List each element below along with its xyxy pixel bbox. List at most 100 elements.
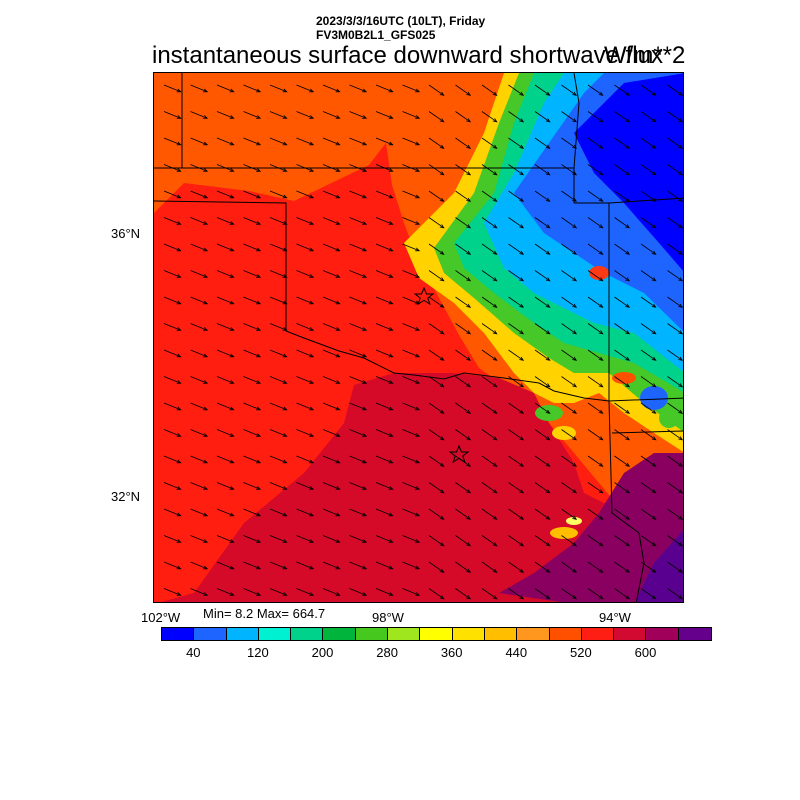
wind-arrow-icon <box>667 243 683 255</box>
wind-arrow-icon <box>667 270 683 282</box>
wind-arrow-icon <box>216 535 235 543</box>
colorbar-label: 200 <box>311 645 334 660</box>
colorbar-box <box>162 628 195 640</box>
wind-arrow-icon <box>587 296 604 308</box>
wind-arrow-icon <box>163 243 182 252</box>
wind-arrow-icon <box>508 561 525 573</box>
wind-arrow-icon <box>296 323 315 331</box>
wind-arrow-icon <box>269 588 288 596</box>
wind-arrow-icon <box>561 217 578 229</box>
wind-arrow-icon <box>216 482 235 490</box>
wind-arrow-icon <box>508 84 525 96</box>
wind-arrow-icon <box>534 561 551 573</box>
wind-arrow-icon <box>216 349 235 358</box>
wind-arrow-icon <box>614 482 631 494</box>
wind-arrow-icon <box>587 164 604 176</box>
wind-arrow-icon <box>402 376 421 384</box>
wind-arrow-icon <box>428 190 445 202</box>
wind-arrow-icon <box>243 349 262 358</box>
wind-arrow-icon <box>190 508 209 517</box>
wind-arrow-icon <box>243 588 262 596</box>
wind-arrow-icon <box>455 508 472 520</box>
wind-arrow-icon <box>481 323 498 335</box>
wind-arrow-icon <box>508 455 525 467</box>
wind-arrow-icon <box>614 323 631 335</box>
model-name-label: FV3M0B2L1_GFS025 <box>316 28 436 42</box>
wind-arrow-icon <box>428 137 445 149</box>
lon-label-102w: 102°W <box>141 610 181 625</box>
field-title: instantaneous surface downward shortwave… <box>152 42 663 69</box>
wind-arrow-icon <box>534 402 551 414</box>
wind-arrow-icon <box>322 508 341 517</box>
wind-arrow-icon <box>428 535 445 547</box>
wind-arrow-icon <box>349 296 368 305</box>
flux-patch <box>612 372 636 384</box>
wind-arrow-icon <box>190 376 209 384</box>
wind-arrow-icon <box>243 482 262 490</box>
wind-arrow-icon <box>163 111 182 119</box>
wind-arrow-icon <box>455 482 472 494</box>
wind-arrow-icon <box>587 376 604 388</box>
wind-arrow-icon <box>428 482 445 494</box>
wind-arrow-icon <box>640 535 657 547</box>
wind-arrow-icon <box>481 84 498 96</box>
wind-arrow-icon <box>561 535 578 547</box>
flux-patch <box>640 386 668 410</box>
wind-arrow-icon <box>640 455 657 467</box>
lon-label-98w: 98°W <box>372 610 404 625</box>
valid-time-label: 2023/3/3/16UTC (10LT), Friday <box>316 14 486 28</box>
wind-arrow-icon <box>614 508 631 520</box>
wind-arrow-icon <box>216 429 235 437</box>
wind-arrow-icon <box>534 323 551 335</box>
wind-arrow-icon <box>640 164 657 176</box>
wind-arrow-icon <box>455 535 472 547</box>
colorbar-box <box>291 628 324 640</box>
wind-arrow-icon <box>534 270 551 282</box>
wind-arrow-icon <box>481 429 498 441</box>
wind-arrow-icon <box>481 190 498 202</box>
wind-arrow-icon <box>322 84 341 93</box>
wind-arrow-icon <box>402 482 421 490</box>
wind-arrow-icon <box>508 190 525 202</box>
wind-arrow-icon <box>349 84 368 93</box>
wind-arrow-icon <box>296 402 315 411</box>
wind-arrow-icon <box>667 190 683 202</box>
colorbar-label: 360 <box>440 645 463 660</box>
wind-arrow-icon <box>534 164 551 176</box>
wind-arrow-icon <box>163 296 182 305</box>
flux-patch <box>550 527 578 539</box>
wind-arrow-icon <box>216 296 235 305</box>
wind-arrow-icon <box>216 137 235 146</box>
wind-arrow-icon <box>402 84 421 93</box>
wind-arrow-icon <box>243 84 262 93</box>
wind-arrow-icon <box>428 243 445 255</box>
wind-arrow-icon <box>349 323 368 331</box>
wind-arrow-icon <box>481 111 498 123</box>
wind-arrow-icon <box>614 376 631 388</box>
wind-arrow-icon <box>587 482 604 494</box>
wind-arrow-icon <box>614 164 631 176</box>
wind-arrow-icon <box>296 84 315 93</box>
wind-arrow-icon <box>322 561 341 570</box>
wind-arrow-icon <box>269 508 288 517</box>
wind-arrow-icon <box>561 588 578 600</box>
wind-arrow-icon <box>508 535 525 547</box>
state-boundaries <box>154 73 683 602</box>
wind-arrow-icon <box>216 243 235 252</box>
wind-arrow-icon <box>455 137 472 149</box>
wind-arrow-icon <box>349 376 368 384</box>
wind-arrow-icon <box>322 482 341 490</box>
wind-arrow-icon <box>322 243 341 252</box>
wind-arrow-icon <box>508 349 525 361</box>
wind-arrow-icon <box>163 270 182 278</box>
wind-arrow-icon <box>587 588 604 600</box>
wind-arrow-icon <box>561 508 578 520</box>
wind-arrow-icon <box>481 270 498 282</box>
colorbar-box <box>194 628 227 640</box>
wind-arrow-icon <box>322 429 341 437</box>
wind-arrow-icon <box>455 376 472 388</box>
wind-arrow-icon <box>534 482 551 494</box>
wind-arrow-icon <box>667 164 683 176</box>
wind-arrow-icon <box>614 561 631 573</box>
wind-arrow-icon <box>402 402 421 411</box>
